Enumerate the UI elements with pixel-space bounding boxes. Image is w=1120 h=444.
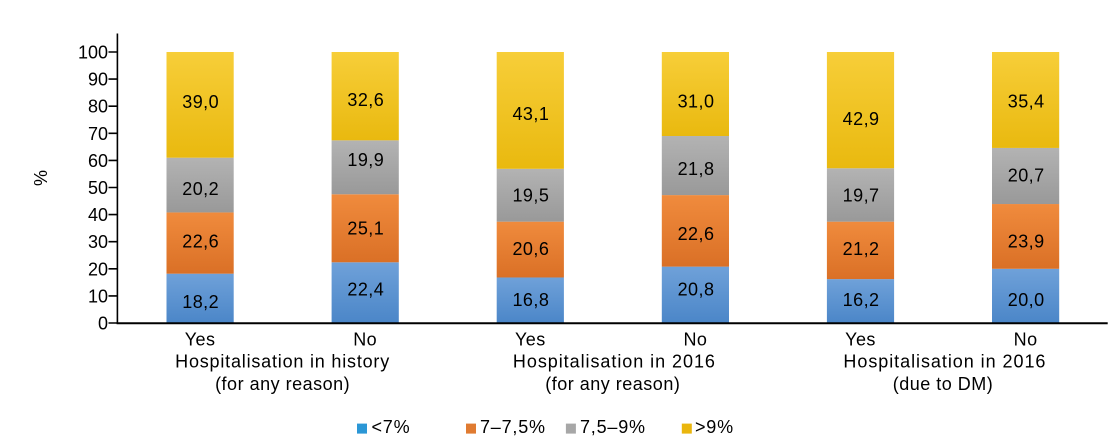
svg-text:Hospitalisation in history: Hospitalisation in history bbox=[175, 351, 390, 371]
svg-text:Yes: Yes bbox=[845, 330, 876, 350]
svg-text:22,4: 22,4 bbox=[347, 279, 384, 299]
svg-text:18,2: 18,2 bbox=[182, 292, 219, 312]
svg-text:70: 70 bbox=[88, 124, 108, 144]
svg-text:20,6: 20,6 bbox=[512, 239, 549, 259]
svg-text:42,9: 42,9 bbox=[843, 109, 880, 129]
svg-text:39,0: 39,0 bbox=[182, 92, 219, 112]
svg-text:Hospitalisation in 2016: Hospitalisation in 2016 bbox=[513, 351, 716, 371]
svg-text:19,9: 19,9 bbox=[347, 150, 384, 170]
svg-text:20: 20 bbox=[88, 259, 108, 279]
svg-text:19,7: 19,7 bbox=[843, 185, 880, 205]
svg-text:No: No bbox=[1014, 330, 1038, 350]
svg-text:100: 100 bbox=[78, 43, 108, 63]
svg-text:90: 90 bbox=[88, 70, 108, 90]
svg-text:Yes: Yes bbox=[515, 330, 546, 350]
svg-text:43,1: 43,1 bbox=[512, 104, 549, 124]
svg-text:21,8: 21,8 bbox=[678, 159, 715, 179]
svg-text:%: % bbox=[31, 170, 51, 186]
svg-text:(due to DM): (due to DM) bbox=[893, 374, 994, 394]
svg-text:32,6: 32,6 bbox=[347, 90, 384, 110]
svg-text:20,8: 20,8 bbox=[678, 279, 715, 299]
svg-text:7,5–9%: 7,5–9% bbox=[580, 417, 646, 437]
svg-text:35,4: 35,4 bbox=[1008, 92, 1045, 112]
svg-text:40: 40 bbox=[88, 205, 108, 225]
svg-text:(for any reason): (for any reason) bbox=[545, 374, 680, 394]
svg-text:25,1: 25,1 bbox=[347, 219, 384, 239]
svg-text:23,9: 23,9 bbox=[1008, 232, 1045, 252]
svg-text:30: 30 bbox=[88, 232, 108, 252]
svg-text:22,6: 22,6 bbox=[678, 224, 715, 244]
svg-text:16,2: 16,2 bbox=[843, 290, 880, 310]
svg-text:0: 0 bbox=[98, 314, 108, 334]
svg-text:Yes: Yes bbox=[185, 330, 216, 350]
svg-text:No: No bbox=[683, 330, 707, 350]
svg-text:Hospitalisation in 2016: Hospitalisation in 2016 bbox=[843, 351, 1046, 371]
svg-text:20,7: 20,7 bbox=[1008, 166, 1045, 186]
svg-text:19,5: 19,5 bbox=[512, 185, 549, 205]
svg-text:7–7,5%: 7–7,5% bbox=[480, 417, 546, 437]
svg-text:20,0: 20,0 bbox=[1008, 290, 1045, 310]
svg-text:16,8: 16,8 bbox=[512, 290, 549, 310]
svg-text:22,6: 22,6 bbox=[182, 232, 219, 252]
svg-text:(for any reason): (for any reason) bbox=[215, 374, 350, 394]
svg-text:No: No bbox=[353, 330, 377, 350]
svg-text:31,0: 31,0 bbox=[678, 92, 715, 112]
svg-text:60: 60 bbox=[88, 151, 108, 171]
svg-text:80: 80 bbox=[88, 97, 108, 117]
svg-text:20,2: 20,2 bbox=[182, 179, 219, 199]
svg-text:10: 10 bbox=[88, 286, 108, 306]
svg-text:>9%: >9% bbox=[695, 417, 734, 437]
svg-text:<7%: <7% bbox=[372, 417, 411, 437]
svg-text:21,2: 21,2 bbox=[843, 239, 880, 259]
svg-text:50: 50 bbox=[88, 178, 108, 198]
